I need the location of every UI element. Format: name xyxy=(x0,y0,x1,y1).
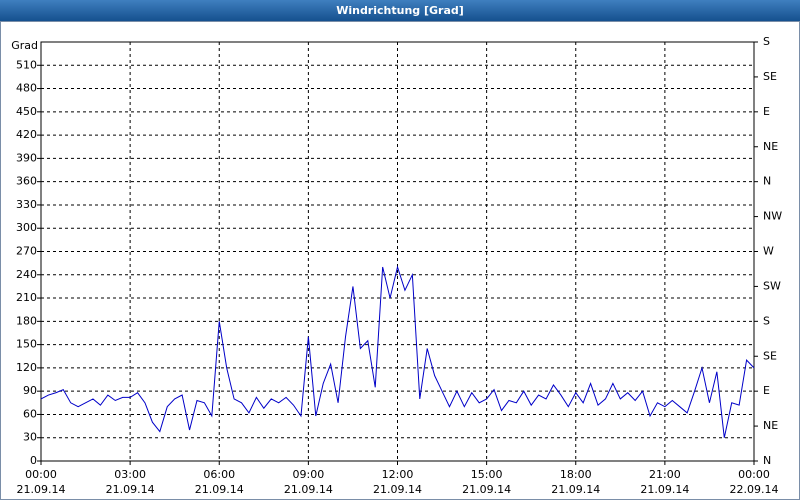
y2-tick-label: W xyxy=(763,245,774,258)
data-line xyxy=(40,265,755,438)
chart-title: Windrichtung [Grad] xyxy=(336,4,464,17)
y2-tick-label: E xyxy=(763,105,770,118)
x-tick-label: 21:00 xyxy=(649,468,681,481)
x-tick-date: 22.09.14 xyxy=(730,483,779,496)
x-tick-date: 21.09.14 xyxy=(284,483,333,496)
y2-tick-label: N xyxy=(763,175,771,188)
y-tick-label: 180 xyxy=(16,314,37,327)
x-tick-label: 18:00 xyxy=(560,468,592,481)
y-tick-label: 240 xyxy=(16,268,37,281)
y-tick-label: 90 xyxy=(23,384,37,397)
y2-tick-label: E xyxy=(763,384,770,397)
y2-tick-label: SE xyxy=(763,70,777,83)
x-tick-date: 21.09.14 xyxy=(195,483,244,496)
y-axis-title: Grad xyxy=(11,39,38,52)
y-tick-label: 60 xyxy=(23,407,37,420)
x-tick-date: 21.09.14 xyxy=(640,483,689,496)
y2-tick-label: SW xyxy=(763,279,781,292)
x-tick-date: 21.09.14 xyxy=(551,483,600,496)
x-tick-label: 00:00 xyxy=(25,468,57,481)
y2-tick-label: NE xyxy=(763,419,778,432)
y-tick-label: 480 xyxy=(16,82,37,95)
y-tick-label: 390 xyxy=(16,151,37,164)
x-tick-date: 21.09.14 xyxy=(17,483,66,496)
x-tick-label: 06:00 xyxy=(203,468,235,481)
plot-frame xyxy=(40,41,755,462)
y-tick-label: 300 xyxy=(16,221,37,234)
x-tick-label: 15:00 xyxy=(471,468,503,481)
x-tick-label: 03:00 xyxy=(114,468,146,481)
y-tick-label: 420 xyxy=(16,128,37,141)
y-tick-label: 210 xyxy=(16,291,37,304)
y-tick-label: 330 xyxy=(16,198,37,211)
y2-tick-label: S xyxy=(763,35,770,48)
y2-tick-label: NE xyxy=(763,140,778,153)
y-tick-label: 30 xyxy=(23,431,37,444)
title-bar xyxy=(0,0,800,21)
y-tick-label: 270 xyxy=(16,245,37,258)
y-tick-label: 150 xyxy=(16,338,37,351)
y2-tick-label: S xyxy=(763,314,770,327)
x-tick-label: 09:00 xyxy=(293,468,325,481)
x-tick-date: 21.09.14 xyxy=(373,483,422,496)
x-tick-label: 00:00 xyxy=(738,468,770,481)
y2-tick-label: NW xyxy=(763,210,782,223)
y2-tick-label: SE xyxy=(763,349,777,362)
x-tick-date: 21.09.14 xyxy=(462,483,511,496)
x-tick-date: 21.09.14 xyxy=(106,483,155,496)
y-tick-label: 510 xyxy=(16,58,37,71)
y-tick-label: 450 xyxy=(16,105,37,118)
x-tick-label: 12:00 xyxy=(382,468,414,481)
y-tick-label: 0 xyxy=(30,454,37,467)
y-tick-label: 120 xyxy=(16,361,37,374)
y2-tick-label: N xyxy=(763,454,771,467)
y-tick-label: 360 xyxy=(16,175,37,188)
